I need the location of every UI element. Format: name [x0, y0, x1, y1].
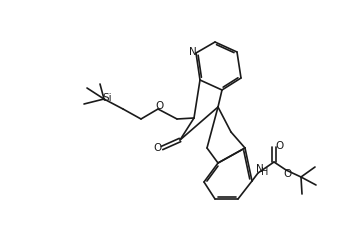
Text: O: O [275, 141, 283, 151]
Text: O: O [283, 169, 291, 179]
Text: N: N [256, 164, 264, 174]
Text: N: N [189, 47, 197, 57]
Text: Si: Si [102, 93, 112, 103]
Text: O: O [155, 101, 163, 111]
Text: O: O [153, 143, 161, 153]
Text: H: H [261, 167, 269, 177]
